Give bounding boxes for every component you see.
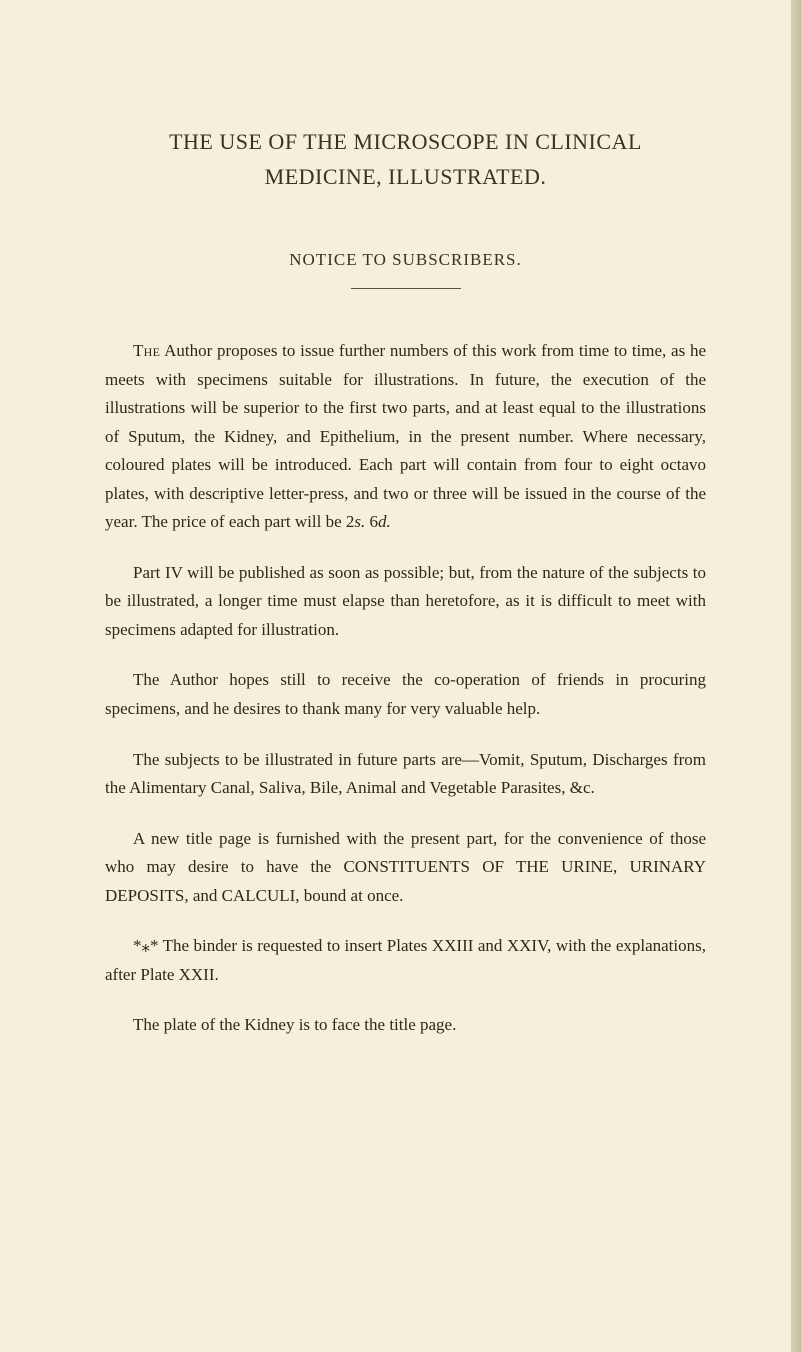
paragraph-6: *⁎* The binder is requested to insert Pl… <box>105 932 706 989</box>
p4-body: The subjects to be illustrated in future… <box>105 750 706 798</box>
paragraph-7: The plate of the Kidney is to face the t… <box>105 1011 706 1040</box>
p3-body: The Author hopes still to receive the co… <box>105 670 706 718</box>
paragraph-2: Part IV will be published as soon as pos… <box>105 559 706 645</box>
paragraph-1: The Author proposes to issue further num… <box>105 337 706 537</box>
paragraph-4: The subjects to be illustrated in future… <box>105 746 706 803</box>
title-line-2: MEDICINE, ILLUSTRATED. <box>105 164 706 190</box>
paragraph-5: A new title page is furnished with the p… <box>105 825 706 911</box>
p1-body: Author proposes to issue further numbers… <box>105 341 706 531</box>
p1-lead-word: The <box>133 341 160 360</box>
paragraph-3: The Author hopes still to receive the co… <box>105 666 706 723</box>
title-line-1: THE USE OF THE MICROSCOPE IN CLINICAL <box>105 125 706 158</box>
p5-body: A new title page is furnished with the p… <box>105 829 706 905</box>
p1-price-s: s. <box>354 512 365 531</box>
p2-body: Part IV will be published as soon as pos… <box>105 563 706 639</box>
document-page: THE USE OF THE MICROSCOPE IN CLINICAL ME… <box>0 0 801 1352</box>
separator-rule <box>351 288 461 289</box>
p1-price-d: d. <box>378 512 391 531</box>
p1-price-mid: 6 <box>365 512 378 531</box>
p7-body: The plate of the Kidney is to face the t… <box>133 1015 456 1034</box>
notice-heading: NOTICE TO SUBSCRIBERS. <box>105 250 706 270</box>
p6-body: *⁎* The binder is requested to insert Pl… <box>105 936 706 984</box>
